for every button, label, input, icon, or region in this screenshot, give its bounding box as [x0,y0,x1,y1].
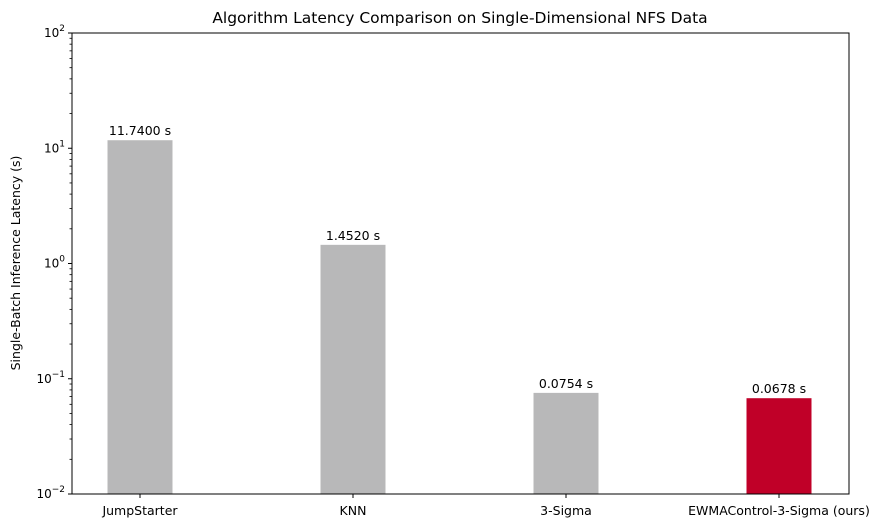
bar-3-sigma [533,392,599,494]
bar-jumpstarter [107,140,173,494]
y-tick-label: 10−1 [36,370,65,386]
x-tick-label-knn: KNN [340,503,367,518]
x-tick-label-3-sigma: 3-Sigma [540,503,592,518]
data-label-knn: 1.4520 s [326,228,380,243]
data-labels-layer: 11.7400 s 1.4520 s 0.0754 s 0.0678 s [109,123,806,396]
bar-knn [320,244,386,494]
data-label-ewmacontrol-3-sigma-ours: 0.0678 s [752,381,806,396]
y-tick-label: 10−2 [36,485,65,501]
data-label-3-sigma: 0.0754 s [539,376,593,391]
y-tick-label: 100 [44,255,65,271]
data-label-jumpstarter: 11.7400 s [109,123,171,138]
y-tick-label: 101 [44,139,65,155]
y-axis-label: Single-Batch Inference Latency (s) [8,156,23,371]
y-tick-label: 102 [44,24,65,40]
x-tick-label-ewmacontrol-3-sigma-ours: EWMAControl-3-Sigma (ours) [688,503,870,518]
bars-layer [107,140,812,494]
x-tick-label-jumpstarter: JumpStarter [101,503,178,518]
plot-area-frame [71,32,850,495]
chart-title: Algorithm Latency Comparison on Single-D… [212,9,707,27]
ticks-layer: JumpStarter KNN 3-Sigma EWMAControl-3-Sigma… [36,24,869,518]
bar-ewmacontrol-3-sigma-ours [746,398,812,494]
